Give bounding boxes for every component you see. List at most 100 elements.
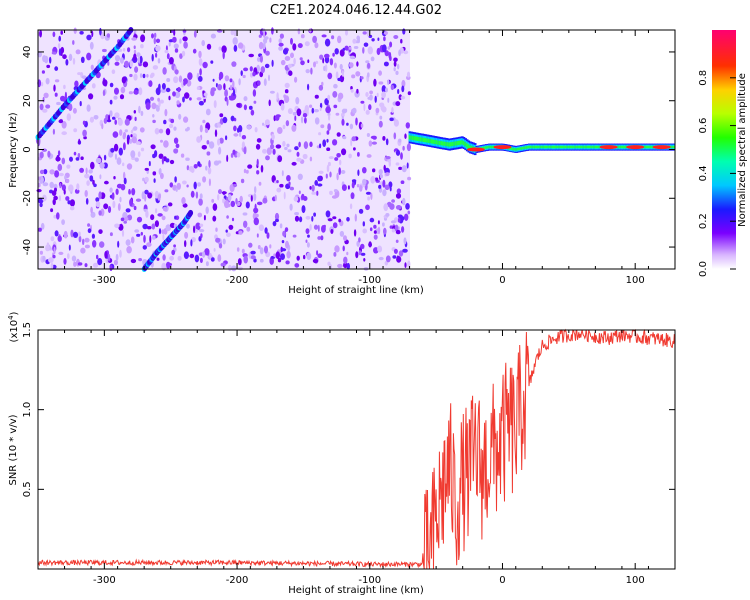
heatmap-cell [196, 136, 202, 143]
heatmap-cell [126, 137, 130, 145]
signal-band-core [469, 145, 472, 150]
heatmap-cell [286, 250, 291, 259]
heatmap-cell [397, 214, 403, 219]
heatmap-cell [271, 27, 274, 35]
signal-band-core [542, 145, 545, 149]
heatmap-cell [219, 113, 224, 118]
heatmap-cell [319, 107, 322, 112]
heatmap-cell [71, 255, 77, 262]
heatmap-cell [114, 119, 117, 125]
heatmap-cell [385, 156, 391, 160]
heatmap-cell [86, 104, 91, 112]
heatmap-cell [109, 110, 113, 117]
heatmap-cell [246, 226, 251, 232]
heatmap-cell [37, 197, 44, 204]
signal-band-core [650, 145, 654, 149]
signal-band-core [558, 145, 561, 149]
x-tick-label: 100 [626, 275, 645, 286]
signal-hotspot [493, 145, 512, 150]
heatmap-cell [165, 158, 170, 163]
heatmap-cell [168, 41, 171, 47]
heatmap-cell [53, 246, 56, 255]
signal-band-core [529, 145, 533, 149]
heatmap-cell [385, 172, 390, 177]
heatmap-cell [142, 223, 148, 230]
heatmap-cell [123, 142, 126, 151]
heatmap-cell [142, 245, 147, 250]
heatmap-cell [114, 112, 120, 119]
heatmap-cell [39, 151, 44, 159]
heatmap-cell [296, 108, 302, 117]
heatmap-cell [254, 127, 258, 133]
heatmap-cell [199, 193, 203, 200]
heatmap-cell [166, 78, 171, 82]
heatmap-cell [332, 216, 337, 220]
heatmap-cell [248, 105, 253, 110]
heatmap-cell [268, 74, 270, 82]
heatmap-cell [102, 89, 106, 97]
heatmap-cell [85, 198, 89, 205]
heatmap-cell [336, 172, 339, 181]
heatmap-cell [151, 33, 154, 39]
heatmap-cell [86, 180, 90, 186]
heatmap-cell [158, 168, 162, 175]
heatmap-cell [39, 103, 44, 111]
heatmap-cell [128, 189, 131, 195]
heatmap-cell [91, 30, 94, 37]
heatmap-cell [282, 124, 286, 130]
heatmap-cell [379, 174, 383, 179]
heatmap-cell [393, 132, 397, 140]
heatmap-cell [313, 109, 319, 113]
heatmap-cell [385, 255, 391, 263]
heatmap-cell [362, 31, 367, 35]
heatmap-cell [154, 150, 158, 158]
heatmap-cell [129, 138, 133, 144]
signal-band-core [534, 145, 537, 149]
heatmap-cell [256, 57, 261, 62]
heatmap-cell [318, 84, 324, 91]
heatmap-cell [144, 176, 149, 183]
signal-band-core [465, 143, 469, 148]
heatmap-cell [402, 197, 406, 206]
heatmap-cell [39, 202, 43, 208]
heatmap-cell [205, 206, 209, 214]
heatmap-cell [130, 134, 133, 138]
heatmap-cell [358, 237, 361, 243]
heatmap-cell [371, 141, 377, 145]
heatmap-cell [193, 30, 197, 38]
heatmap-cell [327, 94, 331, 101]
heatmap-cell [174, 48, 179, 53]
heatmap-cell [168, 95, 171, 101]
signal-band-core [410, 135, 413, 140]
heatmap-cell [154, 127, 160, 135]
heatmap-cell [42, 255, 46, 262]
heatmap-cell [362, 167, 367, 174]
signal-band-core [553, 145, 557, 149]
heatmap-cell [140, 110, 144, 117]
heatmap-cell [54, 170, 60, 178]
heatmap-cell [212, 78, 215, 82]
x-tick-label: 0 [499, 575, 505, 586]
heatmap-cell [322, 57, 325, 64]
heatmap-cell [208, 141, 215, 149]
heatmap-cell [87, 228, 92, 234]
heatmap-cell [324, 53, 330, 59]
heatmap-cell [397, 89, 400, 94]
heatmap-cell [39, 169, 45, 175]
heatmap-cell [78, 235, 82, 243]
heatmap-cell [391, 199, 395, 203]
heatmap-cell [226, 215, 229, 219]
heatmap-cell [58, 119, 64, 124]
heatmap-cell [230, 200, 236, 208]
heatmap-cell [395, 101, 401, 107]
heatmap-cell [243, 104, 247, 111]
heatmap-cell [297, 173, 303, 180]
heatmap-cell [275, 251, 280, 259]
heatmap-cell [136, 233, 141, 237]
heatmap-cell [332, 91, 338, 98]
heatmap-cell [382, 189, 387, 197]
heatmap-cell [343, 256, 348, 264]
heatmap-cell [299, 216, 303, 223]
heatmap-cell [52, 198, 56, 206]
heatmap-cell [184, 92, 190, 99]
